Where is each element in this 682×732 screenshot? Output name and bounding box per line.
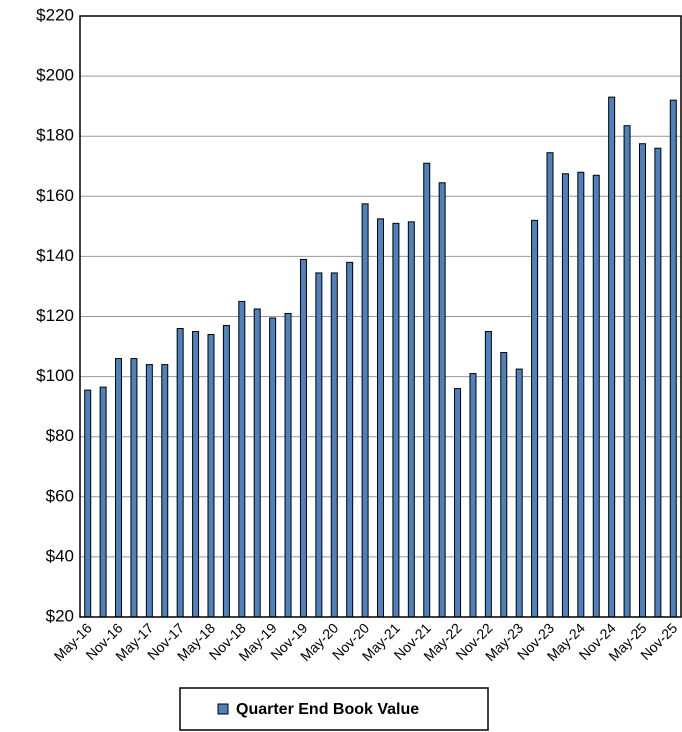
y-tick-label: $160: [36, 186, 74, 205]
bar: [253, 308, 261, 618]
bar: [669, 99, 677, 618]
bar: [299, 258, 307, 618]
bar: [561, 173, 569, 618]
bar: [99, 386, 107, 618]
bar: [515, 368, 523, 618]
legend-box: [179, 687, 489, 731]
bar: [531, 219, 539, 618]
bar: [84, 389, 92, 618]
bar: [500, 352, 508, 618]
legend: Quarter End Book Value: [179, 687, 489, 731]
bar: [315, 272, 323, 618]
bar: [438, 182, 446, 618]
bar: [222, 325, 230, 618]
bar: [346, 261, 354, 618]
bar: [577, 171, 585, 618]
bar: [207, 334, 215, 618]
bar: [330, 272, 338, 618]
bar: [654, 147, 662, 618]
bar: [161, 364, 169, 618]
bar: [269, 317, 277, 618]
bar: [377, 218, 384, 618]
bar: [130, 358, 138, 618]
y-tick-label: $40: [46, 546, 74, 565]
bar: [115, 358, 123, 618]
bar: [392, 222, 400, 618]
y-tick-label: $140: [36, 246, 74, 265]
y-tick-label: $200: [36, 66, 74, 85]
bar: [192, 331, 200, 618]
bar: [284, 312, 292, 618]
y-tick-label: $20: [46, 606, 74, 625]
y-tick-label: $120: [36, 306, 74, 325]
bar: [484, 331, 492, 618]
bar: [454, 388, 462, 618]
bar: [469, 373, 477, 618]
y-tick-label: $220: [36, 5, 74, 24]
y-tick-label: $60: [46, 486, 74, 505]
bar: [176, 328, 184, 618]
bar: [623, 125, 631, 618]
plot-frame: [79, 15, 682, 618]
y-tick-label: $80: [46, 426, 74, 445]
bar: [423, 162, 431, 618]
bar: [238, 300, 246, 618]
legend-swatch: [217, 703, 229, 715]
bar: [592, 174, 600, 618]
bar: [361, 203, 369, 618]
bar: [407, 221, 415, 618]
legend-label: Quarter End Book Value: [236, 701, 419, 718]
y-tick-label: $180: [36, 126, 74, 145]
bar: [638, 143, 646, 618]
y-tick-label: $100: [36, 366, 74, 385]
bar: [608, 96, 616, 618]
bar: [546, 152, 554, 618]
bar: [145, 364, 153, 618]
